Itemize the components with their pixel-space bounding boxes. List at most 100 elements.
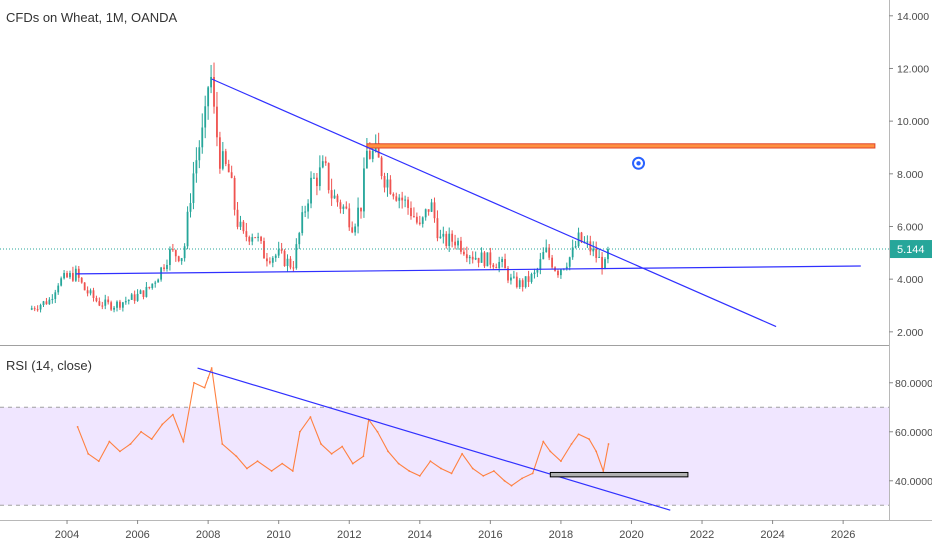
candle-body bbox=[507, 268, 509, 281]
rsi-point bbox=[119, 450, 121, 453]
candle-body bbox=[377, 143, 380, 158]
candle-body bbox=[345, 206, 348, 209]
rsi-point bbox=[207, 376, 210, 379]
candle-body bbox=[257, 236, 260, 238]
candle-body bbox=[83, 282, 86, 291]
time-axis-tick-label: 2024 bbox=[760, 529, 784, 541]
candle-body bbox=[483, 252, 486, 267]
time-axis-tick-label: 2020 bbox=[619, 529, 643, 541]
candle-body bbox=[210, 76, 212, 88]
candle-body bbox=[80, 277, 83, 283]
rsi-band-group bbox=[0, 406, 889, 506]
time-axis-tick-label: 2012 bbox=[337, 529, 361, 541]
candle-body bbox=[313, 177, 315, 179]
candle-body bbox=[607, 249, 609, 260]
candle-body bbox=[536, 269, 539, 273]
candle-body bbox=[413, 216, 415, 218]
candle-body bbox=[604, 259, 606, 269]
rsi-point bbox=[440, 467, 442, 470]
rsi-point bbox=[203, 386, 206, 389]
candle-body bbox=[595, 248, 598, 258]
candle-body bbox=[45, 301, 48, 305]
candle-body bbox=[251, 237, 254, 242]
rsi-point bbox=[150, 438, 153, 441]
rsi-support-box[interactable] bbox=[549, 471, 689, 478]
rsi-point bbox=[298, 430, 301, 433]
rsi-point bbox=[362, 455, 365, 458]
rsi-point bbox=[387, 450, 389, 453]
candle-body bbox=[307, 203, 310, 212]
alert-marker-icon[interactable] bbox=[632, 156, 646, 170]
candle-body bbox=[439, 236, 442, 239]
rsi-point bbox=[341, 445, 344, 448]
rsi-axis-tick-label: 60.0000 bbox=[895, 427, 932, 439]
candle-body bbox=[586, 241, 589, 243]
candle-body bbox=[283, 250, 286, 267]
candle-body bbox=[504, 258, 506, 269]
candle-body bbox=[92, 290, 95, 298]
resistance-zone[interactable] bbox=[366, 143, 876, 149]
candle-body bbox=[33, 308, 36, 310]
drawings-group bbox=[0, 78, 889, 328]
rsi-line-group bbox=[76, 367, 689, 511]
candle-body bbox=[101, 305, 104, 307]
candle-body bbox=[213, 76, 215, 107]
candle-body bbox=[198, 147, 201, 161]
candle-body bbox=[230, 172, 233, 178]
candle-body bbox=[148, 286, 151, 289]
rising-support-line[interactable] bbox=[75, 265, 861, 275]
candle-body bbox=[124, 301, 127, 303]
candle-body bbox=[286, 258, 289, 267]
candle-body bbox=[151, 283, 154, 289]
rsi-point bbox=[570, 443, 573, 445]
price-axis-tick-label: 14.000 bbox=[897, 11, 929, 23]
candle-body bbox=[392, 194, 395, 197]
rsi-point bbox=[588, 438, 591, 441]
candle-body bbox=[180, 258, 183, 262]
price-axis-tick-label: 2.000 bbox=[897, 327, 923, 339]
candle-body bbox=[216, 106, 218, 138]
candle-body bbox=[521, 280, 524, 288]
candle-body bbox=[327, 163, 330, 191]
candle-body bbox=[445, 233, 448, 246]
candle-body bbox=[60, 278, 63, 286]
rsi-point bbox=[182, 440, 185, 443]
falling-trendline[interactable] bbox=[211, 78, 777, 328]
candle-body bbox=[515, 276, 518, 288]
candle-body bbox=[163, 267, 165, 270]
rsi-point bbox=[482, 474, 485, 477]
rsi-falling-trendline[interactable] bbox=[197, 367, 671, 511]
candle-body bbox=[74, 268, 77, 281]
candle-body bbox=[330, 190, 333, 199]
candle-body bbox=[86, 290, 89, 294]
rsi-point bbox=[607, 443, 610, 445]
candle-body bbox=[166, 264, 168, 270]
candle-body bbox=[542, 252, 545, 260]
time-axis-tick-label: 2016 bbox=[478, 529, 502, 541]
candle-body bbox=[201, 127, 204, 148]
time-axis-tick-label: 2022 bbox=[690, 529, 714, 541]
time-axis-tick-label: 2008 bbox=[196, 529, 220, 541]
candle-body bbox=[510, 277, 512, 281]
candle-body bbox=[339, 202, 342, 209]
candle-body bbox=[351, 227, 354, 233]
candle-body bbox=[245, 231, 248, 238]
time-axis-tick-label: 2004 bbox=[55, 529, 79, 541]
candle-body bbox=[548, 247, 551, 258]
rsi-point bbox=[492, 470, 495, 472]
candle-body bbox=[568, 257, 571, 267]
candle-body bbox=[360, 207, 362, 212]
candle-body bbox=[304, 211, 307, 213]
time-axis-tick-label: 2026 bbox=[831, 529, 855, 541]
rsi-point bbox=[291, 470, 294, 472]
candle-body bbox=[301, 212, 304, 234]
candle-body bbox=[260, 236, 262, 241]
rsi-point bbox=[281, 462, 284, 465]
candle-body bbox=[192, 173, 195, 204]
candle-body bbox=[63, 273, 65, 279]
candle-body bbox=[527, 276, 530, 282]
candle-body bbox=[421, 217, 424, 224]
candle-body bbox=[54, 292, 57, 299]
candle-body bbox=[448, 233, 451, 246]
